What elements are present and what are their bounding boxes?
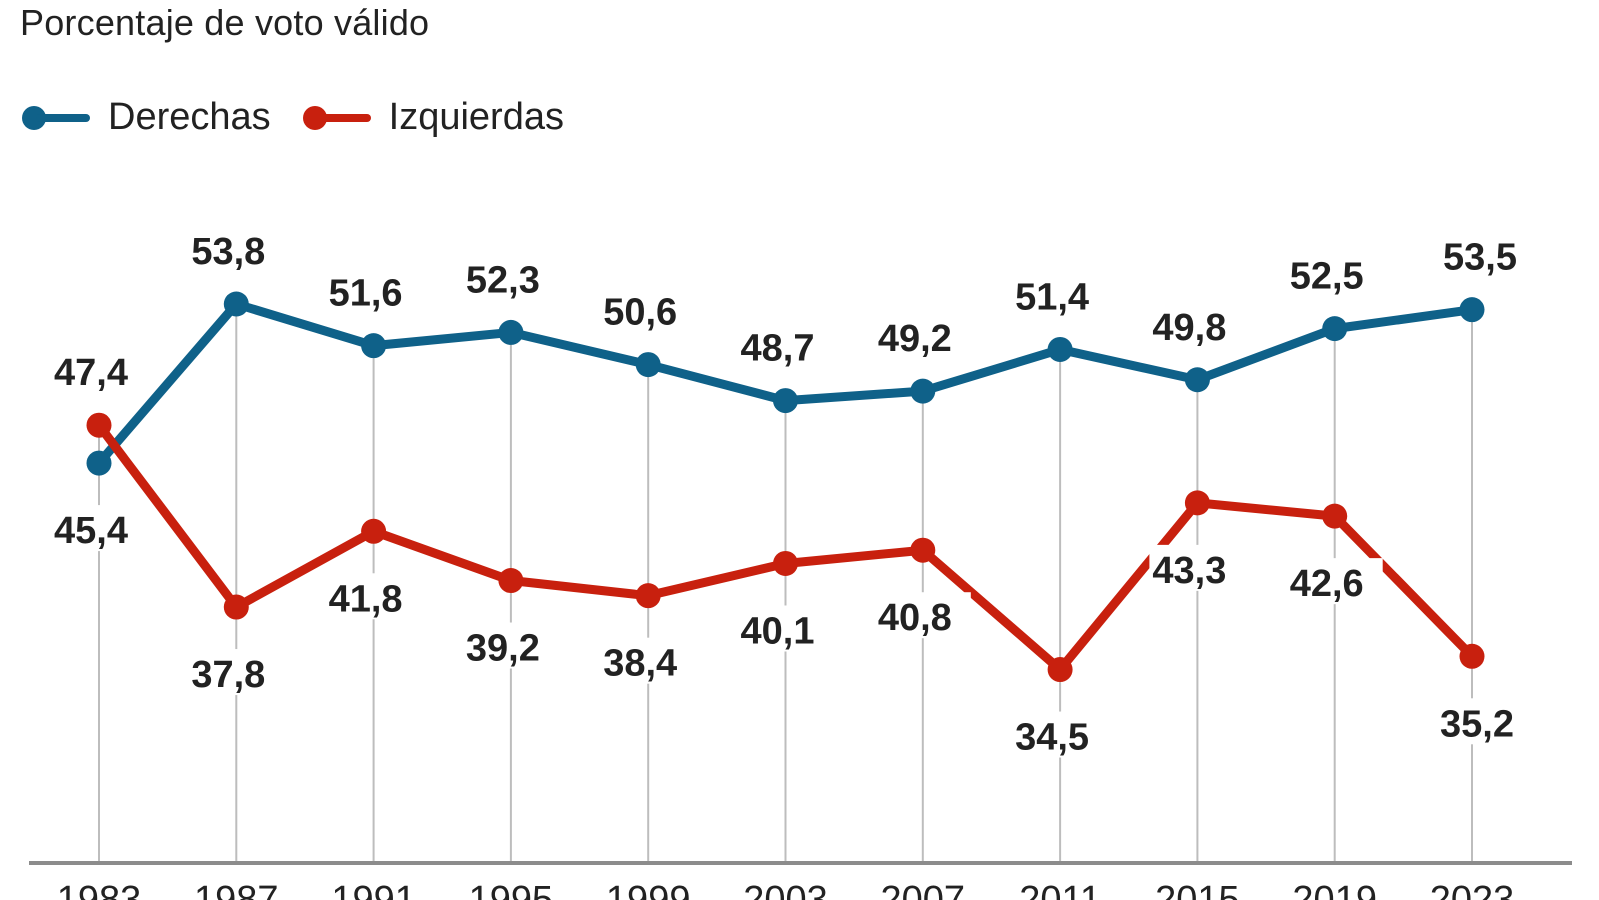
label-background [325, 573, 422, 620]
x-tick-label: 1999 [606, 879, 691, 900]
value-label-izquierdas: 38,4 [603, 643, 677, 685]
label-background [1012, 271, 1109, 318]
value-label-izquierdas: 35,2 [1440, 703, 1514, 745]
value-label-derechas: 49,8 [1152, 307, 1226, 349]
x-tick-label: 1991 [331, 879, 416, 900]
gridlines [98, 304, 1473, 863]
label-background [188, 649, 285, 696]
data-point-derechas [1047, 336, 1073, 362]
x-tick-label: 2019 [1292, 879, 1377, 900]
data-point-derechas [1459, 297, 1485, 323]
data-point-derechas [361, 333, 387, 359]
x-tick-label: 1987 [194, 879, 279, 900]
value-label-izquierdas: 47,4 [54, 352, 128, 394]
data-point-izquierdas [635, 583, 661, 609]
legend-bar-izquierdas [316, 113, 371, 122]
line-dot-icon [20, 103, 92, 133]
label-background [1424, 698, 1520, 745]
label-background [325, 267, 422, 314]
value-label-izquierdas: 40,8 [878, 597, 952, 639]
value-label-derechas: 53,8 [191, 231, 265, 273]
label-background [188, 226, 285, 272]
data-point-izquierdas [1047, 657, 1073, 683]
x-tick-label: 2003 [743, 879, 828, 900]
label-background [51, 347, 147, 394]
data-point-izquierdas [1322, 503, 1348, 529]
legend-item-izquierdas: Izquierdas [301, 96, 564, 139]
series-izquierdas [86, 412, 1485, 683]
x-tick-labels: 1983 1987 1991 1995 1999 2003 2007 2011 2015 2019… [57, 879, 1515, 900]
x-tick-label: 2007 [881, 879, 966, 900]
data-point-izquierdas [773, 550, 798, 576]
data-point-izquierdas [1184, 490, 1210, 516]
x-tick-label: 2011 [1019, 879, 1101, 900]
data-point-izquierdas [223, 594, 249, 620]
data-point-derechas [1322, 316, 1348, 342]
data-point-derechas [910, 378, 936, 404]
value-label-izquierdas: 41,8 [329, 578, 403, 620]
x-tick-label: 2023 [1430, 879, 1515, 900]
label-background [600, 637, 697, 684]
legend: Derechas Izquierdas [20, 96, 594, 139]
label-background [462, 254, 559, 301]
data-point-derechas [773, 388, 798, 414]
chart-subtitle: Porcentaje de voto válido [20, 2, 430, 43]
data-point-izquierdas [361, 518, 387, 544]
value-label-derechas: 53,5 [1443, 237, 1517, 279]
data-point-izquierdas [1459, 643, 1485, 669]
line-dot-icon [301, 103, 373, 133]
series-derechas [86, 291, 1485, 476]
value-label-derechas: 50,6 [603, 292, 677, 334]
label-background [462, 622, 559, 669]
data-point-derechas [635, 352, 661, 378]
data-point-izquierdas [498, 568, 524, 594]
legend-bar-derechas [36, 113, 90, 122]
value-label-derechas: 49,2 [878, 318, 952, 360]
data-point-derechas [1184, 367, 1210, 393]
value-label-derechas: 48,7 [741, 328, 815, 370]
value-label-derechas: 45,4 [54, 510, 128, 552]
label-background [737, 605, 834, 652]
label-background [1424, 231, 1520, 278]
data-point-izquierdas [86, 412, 112, 438]
label-background [1012, 711, 1109, 758]
label-background [600, 286, 697, 333]
value-labels: 47,4 45,4 53,8 37,8 51,6 41,8 52,3 39,2 50,6 38,4… [51, 226, 1520, 759]
legend-item-derechas: Derechas [20, 96, 271, 139]
label-background [1149, 544, 1246, 591]
label-background [1286, 250, 1383, 297]
value-label-izquierdas: 34,5 [1015, 717, 1089, 759]
label-background [1149, 301, 1246, 348]
legend-label-izquierdas: Izquierdas [388, 96, 564, 138]
x-tick-label: 2015 [1155, 879, 1240, 900]
value-label-derechas: 52,5 [1290, 256, 1364, 298]
value-label-derechas: 52,3 [466, 259, 540, 301]
value-label-izquierdas: 43,3 [1152, 550, 1226, 592]
x-tick-label: 1995 [469, 879, 554, 900]
value-label-izquierdas: 40,1 [741, 610, 815, 652]
value-label-izquierdas: 42,6 [1290, 563, 1364, 605]
label-background [874, 592, 971, 639]
label-background [737, 322, 834, 369]
value-label-izquierdas: 37,8 [191, 654, 265, 696]
data-point-derechas [498, 319, 524, 345]
value-label-derechas: 51,6 [329, 273, 403, 315]
value-label-izquierdas: 39,2 [466, 628, 540, 670]
value-label-derechas: 51,4 [1015, 276, 1089, 318]
label-background [874, 313, 971, 360]
legend-label-derechas: Derechas [108, 96, 271, 138]
label-background [51, 505, 147, 552]
data-point-derechas [86, 450, 112, 476]
data-point-derechas [223, 291, 249, 317]
x-tick-label: 1983 [57, 879, 142, 900]
data-point-izquierdas [910, 537, 936, 563]
label-background [1286, 558, 1383, 605]
